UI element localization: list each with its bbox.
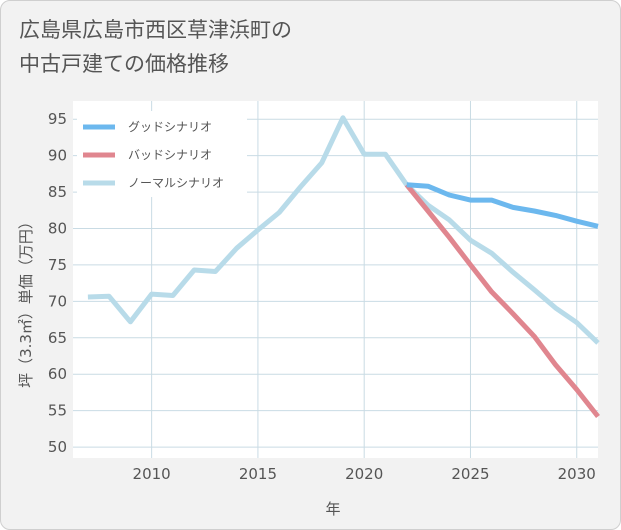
legend-label: ノーマルシナリオ	[128, 176, 224, 190]
chart-title-line-1: 広島県広島市西区草津浜町の	[19, 18, 292, 42]
y-axis-ticks: 50 55 60 65 70 75 80 85 90 95	[48, 110, 67, 456]
y-tick-label: 65	[48, 329, 67, 347]
series-line-3	[87, 115, 600, 345]
y-axis-label: 坪（3.3㎡）単価（万円）	[17, 214, 35, 388]
series-line-1	[406, 182, 599, 229]
grid	[73, 101, 598, 458]
y-tick-label: 70	[48, 292, 67, 310]
x-tick-label: 2025	[451, 465, 489, 483]
chart-title: 広島県広島市西区草津浜町の 中古戸建ての価格推移	[19, 13, 579, 81]
series-line-2	[404, 183, 600, 419]
y-tick-label: 95	[48, 110, 67, 128]
y-tick-label: 60	[48, 365, 67, 383]
x-tick-label: 2020	[345, 465, 383, 483]
y-tick-label: 55	[48, 402, 67, 420]
x-axis-label: 年	[325, 500, 340, 518]
x-tick-label: 2010	[133, 465, 171, 483]
series-lines	[87, 115, 600, 419]
y-tick-label: 85	[48, 183, 67, 201]
legend-label: グッドシナリオ	[128, 120, 212, 134]
legend-label: バッドシナリオ	[128, 148, 212, 162]
y-tick-label: 90	[48, 147, 67, 165]
x-tick-label: 2015	[239, 465, 277, 483]
y-tick-label: 50	[48, 438, 67, 456]
y-tick-label: 75	[48, 256, 67, 274]
x-axis-ticks: 2010 2015 2020 2025 2030	[133, 465, 596, 483]
x-tick-label: 2030	[558, 465, 596, 483]
chart-title-line-2: 中古戸建ての価格推移	[19, 52, 229, 76]
y-tick-label: 80	[48, 220, 67, 238]
